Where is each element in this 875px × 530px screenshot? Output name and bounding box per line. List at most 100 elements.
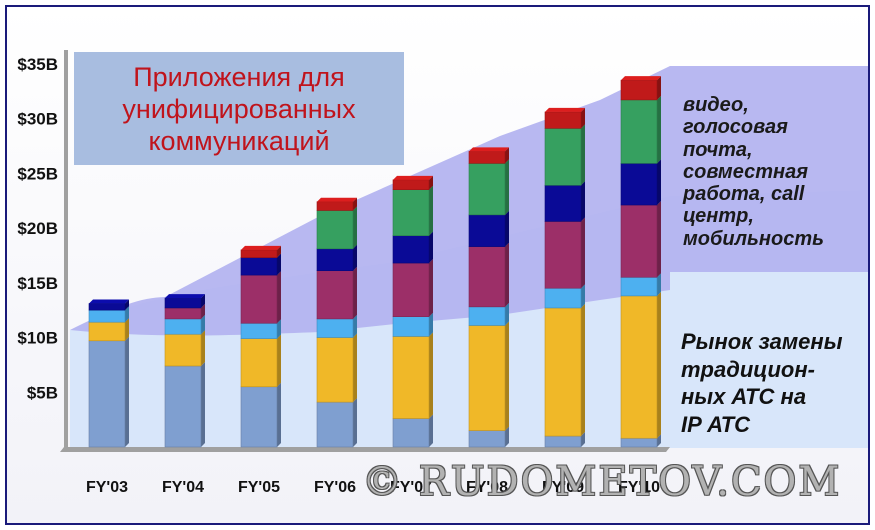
bar-segment-side [201, 314, 205, 335]
y-tick-label: $20B [17, 219, 58, 238]
y-tick-label: $5B [27, 383, 58, 402]
bar-segment [544, 111, 582, 129]
lower-region-label: Рынок замены традицион- ных АТС на IP АТ… [681, 329, 843, 437]
bar-segment-side [125, 318, 129, 341]
bar-segment-side [429, 175, 433, 190]
bar-segment-side [277, 319, 281, 339]
bar-segment-side [277, 382, 281, 447]
bar-segment-side [353, 398, 357, 447]
y-tick-label: $30B [17, 110, 58, 129]
bar-segment [620, 437, 658, 448]
bar-segment-side [277, 271, 281, 324]
bar-segment [544, 184, 582, 222]
bar-segment [164, 333, 202, 367]
bar-segment-side [125, 299, 129, 311]
bar-segment-side [657, 273, 661, 296]
bar-segment-side [505, 426, 509, 447]
bar-segment [88, 340, 126, 448]
bar-segment-side [581, 217, 585, 289]
bar-segment [620, 204, 658, 278]
x-axis-floor [60, 447, 670, 452]
bar-segment [620, 79, 658, 101]
bar-segment-side [429, 259, 433, 317]
bar-segment-side [429, 312, 433, 337]
bar-segment [316, 270, 354, 320]
bar-segment-side [505, 210, 509, 247]
bar-segment [468, 430, 506, 448]
bar-segment [240, 274, 278, 324]
bar-segment [544, 287, 582, 309]
title-box: Приложения для унифицированных коммуника… [74, 52, 404, 165]
bar-top-cap [317, 197, 357, 202]
x-tick-label: FY'06 [314, 479, 356, 496]
bar-segment [620, 99, 658, 164]
bar-segment-side [353, 333, 357, 403]
y-axis-wall [64, 50, 68, 451]
bar-segment [316, 201, 354, 211]
bar-top-cap [621, 76, 661, 81]
bar-segment-side [353, 197, 357, 211]
bar-segment-side [505, 242, 509, 307]
chart-title: Приложения для унифицированных коммуника… [122, 61, 356, 156]
upper-region-label: видео, голосовая почта, совместная работ… [683, 94, 825, 250]
bar-segment-side [657, 76, 661, 100]
bar-segment-side [201, 294, 205, 308]
y-tick-label: $25B [17, 164, 58, 183]
bar-segment [240, 338, 278, 388]
bar-segment [316, 210, 354, 250]
bar-segment-side [581, 181, 585, 222]
bar-segment-side [277, 245, 281, 258]
bar-segment [88, 321, 126, 342]
bar-segment-side [505, 147, 509, 164]
bar-segment-side [429, 414, 433, 447]
bar-segment [88, 303, 126, 311]
bar-segment-side [277, 253, 281, 276]
bar-segment [620, 163, 658, 206]
bar-segment-side [657, 434, 661, 447]
bar-segment [164, 365, 202, 448]
bar-segment [164, 297, 202, 309]
bar-segment-side [657, 159, 661, 206]
bar-segment [468, 325, 506, 431]
bar-top-cap [545, 107, 585, 112]
bar-segment [316, 318, 354, 338]
bar-segment [544, 128, 582, 186]
watermark: © RUDOMETOV.COM [362, 459, 842, 505]
x-tick-label: FY'07 [390, 479, 432, 496]
bar-segment [316, 248, 354, 272]
bar-top-cap [165, 294, 205, 299]
x-tick-label: FY'03 [86, 479, 128, 496]
bar-segment [468, 214, 506, 247]
bar-segment-side [581, 124, 585, 186]
bar-top-cap [469, 147, 509, 152]
bar-segment [164, 307, 202, 320]
bar-segment [316, 401, 354, 448]
x-tick-label: FY'04 [162, 479, 204, 496]
bar-segment [164, 318, 202, 335]
bar-segment [468, 306, 506, 326]
bar-segment-side [201, 330, 205, 366]
bar-segment [392, 336, 430, 419]
y-tick-label: $15B [17, 274, 58, 293]
bar-segment [544, 435, 582, 448]
bar-segment-side [277, 334, 281, 387]
bar-segment [620, 276, 658, 297]
bar-segment-side [581, 284, 585, 308]
bar-segment-side [429, 185, 433, 236]
y-tick-label: $10B [17, 329, 58, 348]
bar-segment [240, 322, 278, 339]
bar-top-cap [89, 299, 129, 304]
bar-segment-side [353, 206, 357, 249]
bar-segment-side [657, 291, 661, 439]
bar-segment [88, 309, 126, 323]
bar-segment-side [581, 303, 585, 437]
bar-segment-side [505, 159, 509, 215]
bar-segment-side [657, 95, 661, 164]
bar-segment-side [581, 107, 585, 129]
bar-segment [392, 189, 430, 236]
x-tick-label: FY'08 [466, 479, 508, 496]
bar-segment [468, 163, 506, 216]
bar-segment-side [353, 244, 357, 271]
